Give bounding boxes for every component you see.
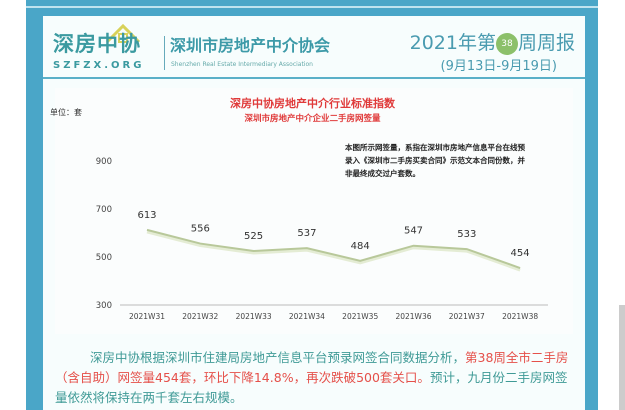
x-tick-label: 2021W38 <box>502 312 538 321</box>
summary-part1: 深房中协根据深圳市住建局房地产信息平台预录网签合同数据分析， <box>90 350 466 365</box>
chart-subtitle: 深圳市房地产中介企业二手房网签量 <box>244 114 381 124</box>
data-label: 454 <box>511 248 530 259</box>
data-label: 484 <box>351 241 370 252</box>
x-tick-label: 2021W33 <box>236 312 272 321</box>
x-tick-label: 2021W31 <box>129 312 165 321</box>
report-suffix: 周周报 <box>517 32 575 54</box>
scrollbar[interactable] <box>619 305 625 410</box>
summary-highlight: 第38周全市二手房（含自助）网签量454套，环比下降14.8%，再次跌破500套… <box>55 350 569 385</box>
report-frame: 深房中协 SZFZX.ORG 深圳市房地产中介协会 Shenzhen Real … <box>26 0 598 410</box>
data-label: 537 <box>297 228 316 239</box>
x-tick-label: 2021W32 <box>182 312 218 321</box>
series-line <box>146 228 521 269</box>
x-tick-label: 2021W34 <box>289 312 325 321</box>
summary-text: 深房中协根据深圳市住建局房地产信息平台预录网签合同数据分析，第38周全市二手房（… <box>55 348 575 408</box>
chart-title: 深房中协房地产中介行业标准指数 <box>230 97 395 110</box>
date-range: (9月13日-9月19日) <box>440 59 557 74</box>
summary-part3: 预计，九月份二手房网签量依然将保持在两千套左右规模。 <box>55 370 568 405</box>
logo-separator <box>164 36 165 70</box>
x-tick-label: 2021W36 <box>395 312 431 321</box>
org-name: 深圳市房地产中介协会 <box>170 36 331 55</box>
data-label: 525 <box>244 231 263 242</box>
logo-url: SZFZX.ORG <box>53 60 145 71</box>
x-tick-label: 2021W37 <box>449 312 485 321</box>
house-logo-icon <box>105 23 141 44</box>
logo-text: 深房中协 <box>53 32 141 56</box>
y-axis-unit: 单位：套 <box>50 108 82 117</box>
frame-line <box>26 6 598 8</box>
report-panel: 深房中协 SZFZX.ORG 深圳市房地产中介协会 Shenzhen Real … <box>43 16 585 410</box>
y-tick-label: 700 <box>96 205 112 215</box>
report-header: 深房中协 SZFZX.ORG 深圳市房地产中介协会 Shenzhen Real … <box>43 16 585 76</box>
data-label: 533 <box>457 229 476 240</box>
header-divider <box>43 77 585 79</box>
week-badge: 38 <box>495 33 518 55</box>
data-label: 547 <box>404 226 423 237</box>
report-title: 2021年第 38 周周报 <box>410 30 575 56</box>
y-tick-label: 900 <box>96 157 112 167</box>
y-tick-label: 500 <box>96 253 112 263</box>
data-label: 613 <box>137 210 156 221</box>
series-line-shadow <box>146 230 521 272</box>
y-tick-label: 300 <box>96 301 112 311</box>
x-tick-label: 2021W35 <box>342 312 378 321</box>
chart-note: 本图所示网签量，系指在深圳市房地产信息平台在线预录入《深圳市二手房买卖合同》示范… <box>345 143 525 178</box>
report-prefix: 2021年第 <box>409 32 496 54</box>
chart-panel <box>55 88 573 334</box>
data-label: 556 <box>191 224 210 235</box>
org-name-en: Shenzhen Real Estate Intermediary Associ… <box>171 61 313 68</box>
